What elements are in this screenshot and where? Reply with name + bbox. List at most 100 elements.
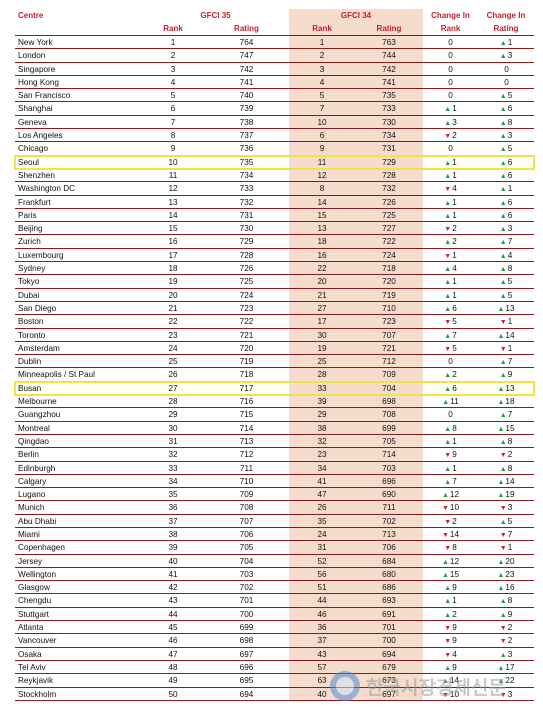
- rating-34: 702: [355, 514, 423, 527]
- rank-35: 36: [168, 503, 178, 513]
- rating-34: 705: [355, 434, 423, 448]
- rating-35: 709: [239, 490, 254, 500]
- change-rating: ▲13: [478, 302, 534, 314]
- rank-34: 46: [289, 607, 355, 621]
- table-row: Dubai 20 724 21 719 ▲1 ▲5: [15, 288, 534, 302]
- centre-name: Dubai: [18, 290, 40, 300]
- rank-34: 4: [289, 75, 355, 89]
- change-rating-value: 5: [507, 91, 513, 101]
- arrow-up-icon: ▲: [444, 212, 452, 220]
- arrow-up-icon: ▲: [499, 172, 507, 180]
- rating-35: 742: [239, 64, 254, 74]
- rank-34: 27: [289, 301, 355, 315]
- rank-34: 24: [289, 527, 355, 541]
- change-rank: ▲12: [423, 555, 478, 567]
- rank-35: 35: [168, 490, 178, 500]
- rank-34: 40: [289, 687, 355, 700]
- header-change-in-rating: Change In: [486, 11, 526, 20]
- rank-34: 1: [289, 36, 355, 49]
- arrow-up-icon: ▲: [499, 372, 507, 380]
- rank-35: 32: [168, 450, 178, 460]
- rating-34: 711: [355, 501, 423, 514]
- table-row: Busan 27 717 33 704 ▲6 ▲13: [14, 380, 535, 397]
- centre-name: New York: [18, 38, 53, 47]
- table-row: Paris 14 731 15 725 ▲1 ▲6: [15, 208, 534, 223]
- rating-35: 719: [239, 357, 254, 367]
- rating-34: 673: [355, 674, 423, 687]
- rating-34: 709: [355, 368, 423, 381]
- change-rating-value: 7: [507, 237, 513, 247]
- change-rating: ▼2: [478, 621, 534, 633]
- change-rank: ▼4: [423, 182, 478, 194]
- arrow-up-icon: ▲: [444, 478, 452, 486]
- change-rank-value: 7: [452, 330, 457, 340]
- rank-34: 20: [289, 275, 355, 288]
- header-rank-35: Rank: [163, 24, 183, 33]
- arrow-up-icon: ▲: [444, 106, 452, 114]
- change-rank-value: 2: [452, 516, 457, 526]
- change-rank-value: 14: [449, 676, 460, 686]
- table-row: Stockholm 50 694 40 697 ▼10 ▼3: [15, 687, 534, 701]
- change-rating: ▲20: [478, 555, 534, 567]
- rank-34: 47: [289, 488, 355, 501]
- change-rank-value: 11: [450, 397, 459, 407]
- rank-35: 31: [168, 436, 178, 446]
- rating-34: 725: [355, 208, 423, 222]
- rank-35: 47: [168, 649, 178, 659]
- rating-35: 718: [239, 370, 254, 380]
- change-rank-value: 9: [452, 662, 457, 672]
- arrow-down-icon: ▼: [499, 319, 507, 327]
- change-rank-value: 9: [452, 636, 457, 646]
- change-rating: ▼3: [478, 688, 534, 700]
- rank-34: 19: [289, 341, 355, 355]
- change-rank: ▼5: [423, 342, 478, 354]
- rank-35: 18: [168, 264, 178, 274]
- change-rating-value: 7: [507, 529, 513, 539]
- change-rank-value: 7: [452, 476, 457, 486]
- change-rank-value: 1: [452, 210, 457, 220]
- change-rating: ▼3: [478, 501, 534, 513]
- centre-name: Edinburgh: [18, 463, 56, 473]
- rank-34: 9: [289, 142, 355, 155]
- rank-34: 43: [289, 647, 355, 660]
- change-rating: ▲6: [478, 156, 534, 168]
- change-rating-value: 7: [507, 410, 513, 420]
- rating-34: 710: [355, 301, 423, 315]
- change-rank: ▲14: [423, 674, 478, 686]
- rating-35: 701: [239, 596, 254, 606]
- change-rank-value: 4: [452, 649, 457, 659]
- rank-35: 2: [170, 51, 176, 61]
- centre-name: Frankfurt: [18, 197, 51, 207]
- header-centre: Centre: [18, 11, 44, 20]
- rank-34: 5: [289, 89, 355, 102]
- rating-35: 716: [239, 397, 254, 407]
- rank-35: 3: [170, 64, 176, 74]
- change-rank: ▲15: [423, 568, 478, 580]
- rating-34: 694: [355, 647, 423, 660]
- centre-name: Abu Dhabi: [18, 516, 57, 526]
- rating-35: 715: [239, 410, 254, 420]
- rating-34: 719: [355, 288, 423, 301]
- change-rank-value: 1: [452, 290, 457, 300]
- rating-34: 693: [355, 594, 423, 607]
- change-rating-value: 2: [507, 623, 513, 633]
- rank-35: 21: [168, 303, 178, 313]
- table-row: Berlin 32 712 23 714 ▼9 ▼2: [15, 448, 534, 462]
- change-rank: ▼8: [423, 541, 478, 553]
- change-rating-value: 8: [507, 596, 513, 606]
- change-rating-value: 3: [507, 51, 513, 61]
- rating-35: 732: [239, 197, 254, 207]
- rank-34: 12: [289, 168, 355, 182]
- rank-35: 34: [168, 476, 178, 486]
- change-rating-value: 4: [507, 250, 513, 260]
- table-row: Copenhagen 39 705 31 706 ▼8 ▼1: [15, 541, 534, 555]
- change-rank: 0: [448, 51, 453, 61]
- change-rating: ▲8: [478, 594, 534, 606]
- arrow-down-icon: ▼: [499, 505, 507, 513]
- change-rating-value: 2: [507, 450, 513, 460]
- change-rating: ▲3: [478, 648, 534, 660]
- rating-34: 697: [355, 687, 423, 700]
- rating-34: 691: [355, 607, 423, 621]
- arrow-up-icon: ▲: [499, 53, 507, 61]
- arrow-down-icon: ▼: [499, 345, 507, 353]
